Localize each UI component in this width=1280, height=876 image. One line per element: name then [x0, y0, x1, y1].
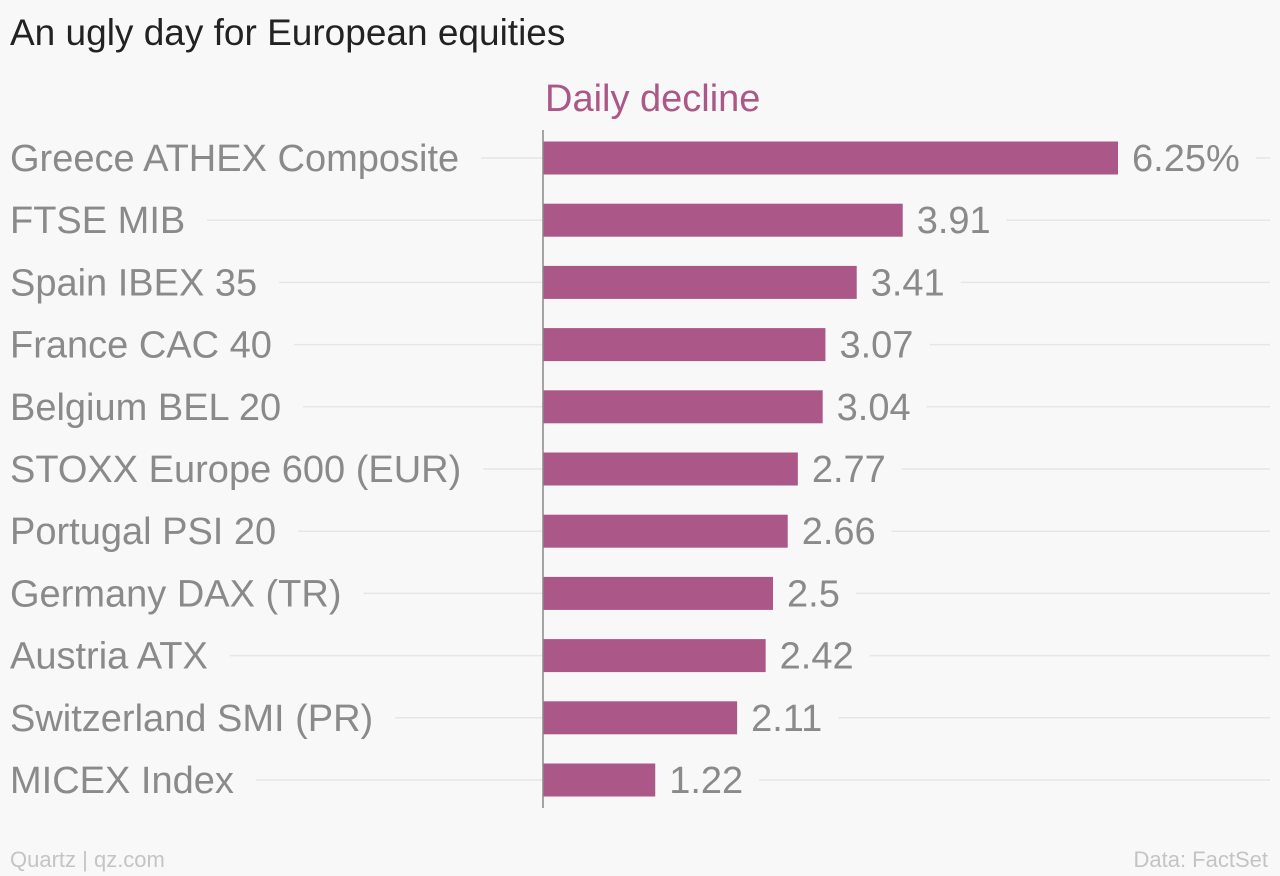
- bar: [543, 203, 903, 237]
- value-label: 2.42: [780, 636, 854, 678]
- bar: [543, 701, 738, 735]
- bar: [543, 576, 773, 610]
- value-label: 3.41: [871, 262, 945, 304]
- category-label: Belgium BEL 20: [10, 387, 281, 429]
- bar: [543, 514, 788, 548]
- category-label: Switzerland SMI (PR): [10, 698, 373, 740]
- value-label: 6.25%: [1132, 138, 1240, 180]
- source-credit: Quartz | qz.com: [10, 847, 165, 872]
- bar: [543, 390, 823, 424]
- bar: [543, 639, 766, 673]
- data-source: Data: FactSet: [1133, 847, 1268, 872]
- bar: [543, 328, 826, 362]
- bar: [543, 141, 1118, 175]
- category-label: STOXX Europe 600 (EUR): [10, 449, 461, 491]
- value-label: 2.66: [802, 511, 876, 553]
- value-label: 1.22: [669, 760, 743, 802]
- bar: [543, 452, 798, 486]
- bar: [543, 763, 656, 797]
- series-label: Daily decline: [545, 78, 761, 120]
- value-label: 2.5: [787, 573, 840, 615]
- category-label: MICEX Index: [10, 760, 234, 802]
- category-label: Portugal PSI 20: [10, 511, 276, 553]
- value-label: 3.91: [917, 200, 991, 242]
- category-label: Greece ATHEX Composite: [10, 138, 459, 180]
- value-label: 3.04: [837, 387, 911, 429]
- category-label: FTSE MIB: [10, 200, 185, 242]
- value-label: 3.07: [839, 325, 913, 367]
- category-label: Austria ATX: [10, 636, 208, 678]
- category-label: France CAC 40: [10, 325, 272, 367]
- category-label: Spain IBEX 35: [10, 262, 257, 304]
- value-label: 2.77: [812, 449, 886, 491]
- chart-title: An ugly day for European equities: [10, 12, 566, 53]
- value-label: 2.11: [751, 698, 822, 740]
- category-label: Germany DAX (TR): [10, 573, 341, 615]
- bar: [543, 265, 857, 299]
